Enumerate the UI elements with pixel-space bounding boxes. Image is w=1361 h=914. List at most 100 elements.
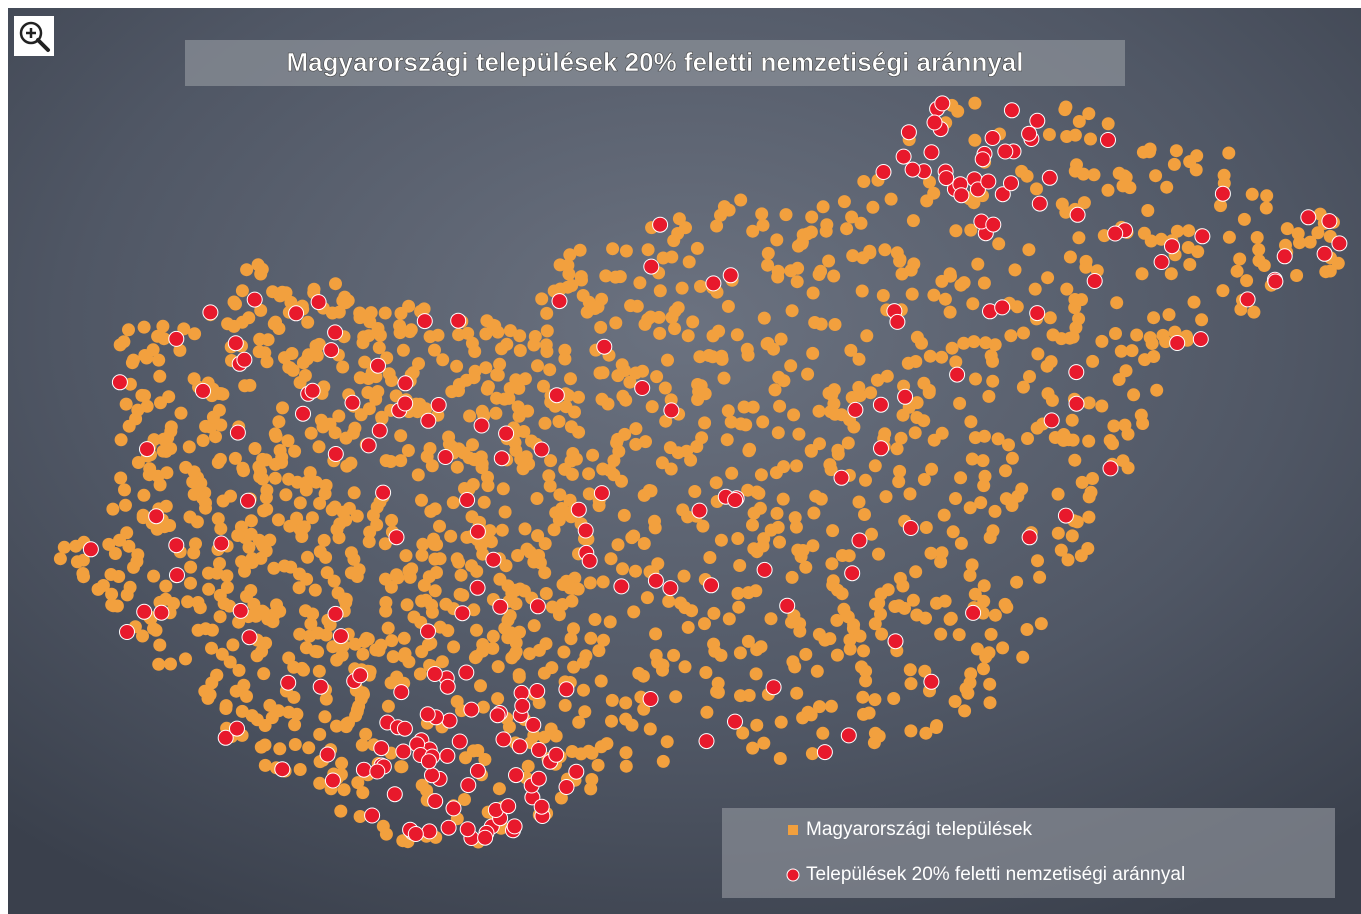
settlement-dot bbox=[681, 329, 695, 343]
settlement-dot bbox=[240, 589, 253, 603]
settlement-dot bbox=[1222, 146, 1236, 160]
settlement-dot bbox=[433, 620, 447, 634]
settlement-dot bbox=[1259, 201, 1273, 215]
settlement-dot bbox=[502, 391, 516, 405]
settlement-dot bbox=[248, 442, 262, 455]
settlement-dot bbox=[379, 596, 393, 609]
minority-settlement-dot bbox=[833, 469, 850, 486]
settlement-dot bbox=[547, 523, 561, 537]
minority-settlement-dot bbox=[430, 397, 447, 413]
settlement-dot bbox=[665, 250, 679, 264]
settlement-dot bbox=[603, 615, 617, 629]
settlement-dot bbox=[779, 208, 793, 222]
settlement-dot bbox=[369, 392, 383, 406]
settlement-dot bbox=[599, 269, 613, 283]
minority-settlement-dot bbox=[533, 798, 550, 815]
settlement-dot bbox=[1167, 157, 1181, 171]
settlement-dot bbox=[1016, 650, 1030, 664]
settlement-dot bbox=[591, 300, 605, 314]
minority-settlement-dot bbox=[974, 151, 991, 168]
settlement-dot bbox=[1081, 542, 1095, 555]
settlement-dot bbox=[340, 717, 354, 731]
settlement-dot bbox=[746, 518, 759, 532]
settlement-dot bbox=[681, 620, 695, 634]
settlement-dot bbox=[644, 310, 658, 324]
settlement-dot bbox=[187, 546, 201, 560]
settlement-dot bbox=[244, 527, 258, 541]
title-box bbox=[185, 40, 1125, 86]
minority-settlement-dot bbox=[1021, 529, 1038, 546]
minority-settlement-dot bbox=[994, 299, 1011, 316]
settlement-dot bbox=[152, 353, 166, 367]
minority-settlement-dot bbox=[548, 746, 565, 763]
settlement-dot bbox=[1112, 166, 1126, 180]
settlement-dot bbox=[595, 392, 609, 406]
settlement-dot bbox=[1008, 263, 1022, 277]
settlement-dot bbox=[288, 718, 302, 732]
minority-settlement-dot bbox=[1192, 331, 1209, 348]
settlement-dot bbox=[863, 246, 877, 260]
settlement-dot bbox=[164, 420, 178, 434]
settlement-dot bbox=[489, 406, 503, 420]
minority-settlement-dot bbox=[727, 492, 744, 508]
settlement-dot bbox=[1237, 212, 1251, 226]
settlement-dot bbox=[890, 442, 904, 456]
settlement-dot bbox=[948, 695, 962, 708]
settlement-dot bbox=[334, 804, 348, 818]
minority-settlement-dot bbox=[529, 683, 546, 699]
minority-settlement-dot bbox=[514, 697, 531, 714]
settlement-dot bbox=[552, 513, 566, 527]
settlement-dot bbox=[784, 359, 798, 373]
settlement-dot bbox=[773, 399, 787, 413]
settlement-dot bbox=[281, 434, 295, 448]
settlement-dot bbox=[854, 216, 868, 230]
settlement-dot bbox=[273, 289, 287, 303]
minority-settlement-dot bbox=[419, 706, 436, 723]
settlement-dot bbox=[770, 506, 784, 520]
settlement-dot bbox=[642, 484, 656, 497]
minority-settlement-dot bbox=[851, 532, 868, 549]
minority-settlement-dot bbox=[904, 161, 921, 178]
minority-settlement-dot bbox=[319, 746, 336, 763]
settlement-dot bbox=[731, 586, 745, 600]
settlement-dot bbox=[799, 560, 813, 574]
minority-settlement-dot bbox=[613, 578, 630, 595]
settlement-dot bbox=[852, 380, 866, 394]
settlement-dot bbox=[756, 218, 770, 232]
minority-settlement-dot bbox=[1316, 245, 1333, 262]
settlement-dot bbox=[496, 482, 510, 496]
settlement-dot bbox=[1191, 245, 1205, 259]
legend-label: Magyarországi települések bbox=[806, 819, 1033, 840]
settlement-dot bbox=[661, 353, 674, 367]
minority-settlement-dot bbox=[1068, 395, 1085, 412]
settlement-dot bbox=[648, 514, 661, 528]
zoom-button[interactable] bbox=[14, 16, 54, 56]
settlement-dot bbox=[537, 379, 550, 393]
minority-settlement-dot bbox=[246, 291, 263, 308]
settlement-dot bbox=[520, 542, 534, 556]
settlement-dot bbox=[254, 303, 268, 317]
settlement-dot bbox=[968, 431, 982, 445]
settlement-dot bbox=[242, 311, 256, 325]
settlement-dot bbox=[619, 759, 633, 773]
settlement-dot bbox=[413, 667, 427, 681]
settlement-dot bbox=[309, 339, 323, 353]
settlement-dot bbox=[820, 218, 834, 232]
settlement-dot bbox=[385, 513, 399, 527]
settlement-dot bbox=[974, 496, 988, 510]
settlement-dot bbox=[167, 597, 180, 610]
minority-settlement-dot bbox=[395, 743, 412, 760]
settlement-dot bbox=[720, 433, 734, 447]
settlement-dot bbox=[284, 560, 298, 574]
map-title: Magyarországi települések 20% feletti ne… bbox=[287, 47, 1024, 77]
minority-settlement-dot bbox=[153, 604, 170, 621]
settlement-dot bbox=[688, 485, 702, 498]
settlement-dot bbox=[381, 699, 395, 713]
settlement-dot bbox=[905, 287, 919, 301]
settlement-dot bbox=[306, 607, 320, 621]
settlement-dot bbox=[963, 568, 977, 582]
settlement-dot bbox=[257, 504, 271, 518]
settlement-dot bbox=[385, 374, 398, 387]
settlement-dot bbox=[824, 463, 838, 477]
settlement-dot bbox=[761, 258, 775, 272]
